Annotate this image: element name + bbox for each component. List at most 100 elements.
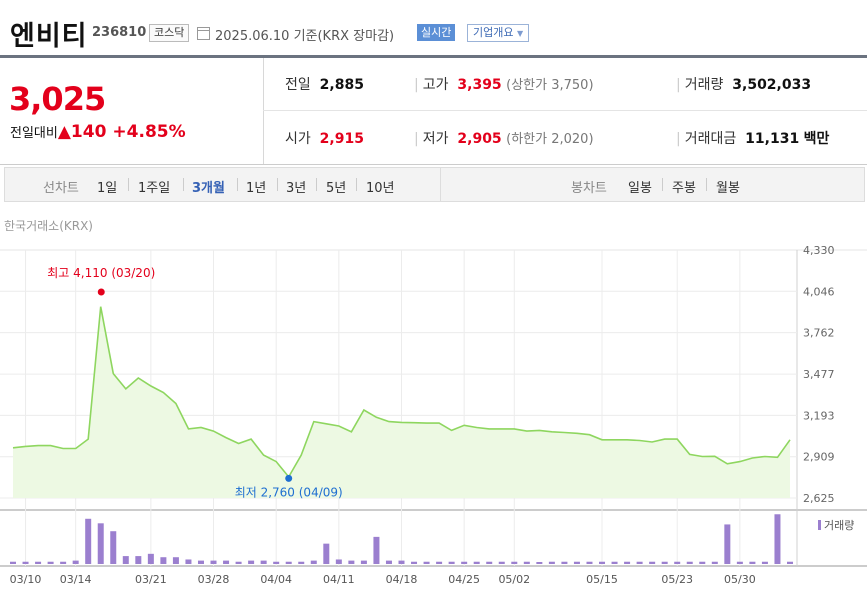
- volume-bar: [774, 514, 781, 564]
- open-value: 2,915: [319, 131, 364, 147]
- volume-bar: [473, 561, 480, 564]
- volume-bar: [360, 560, 367, 564]
- company-info-button[interactable]: 기업개요 ▼: [467, 24, 530, 42]
- x-tick-label: 03/21: [135, 573, 167, 586]
- price-area: [13, 306, 790, 498]
- y-tick-label: 4,046: [803, 285, 835, 298]
- stock-name: 엔비티: [10, 21, 88, 52]
- stock-header: 엔비티 236810 코스닥 2025.06.10 기준(KRX 장마감) 실시…: [0, 0, 867, 55]
- volume-legend-label: 거래량: [824, 519, 854, 532]
- volume: | 거래량 3,502,033: [676, 77, 812, 93]
- volume-bar: [323, 543, 330, 564]
- volume-bar: [122, 556, 129, 564]
- y-tick-label: 3,477: [803, 368, 835, 381]
- volume-bar: [85, 518, 92, 564]
- reference-date: 2025.06.10 기준(KRX 장마감): [215, 29, 395, 44]
- amount-unit: 백만: [803, 131, 830, 147]
- period-5y[interactable]: 5년: [326, 181, 347, 196]
- change-row: 전일대비▲140 +4.85%: [10, 122, 186, 142]
- volume-bar: [97, 523, 104, 564]
- x-tick-label: 04/25: [448, 573, 480, 586]
- volume-bar: [47, 561, 54, 564]
- period-1d[interactable]: 1일: [97, 181, 118, 196]
- volume-bar: [310, 560, 317, 564]
- high-value: 3,395: [457, 77, 502, 93]
- volume-bar: [649, 561, 656, 564]
- period-3m[interactable]: 3개월: [192, 181, 225, 196]
- volume-bar: [210, 560, 217, 564]
- exchange-label: 한국거래소(KRX): [4, 219, 93, 233]
- period-3y[interactable]: 3년: [286, 181, 307, 196]
- volume-bar: [423, 561, 430, 564]
- volume-bar: [599, 561, 606, 564]
- line-chart-label: 선차트: [43, 181, 79, 196]
- calendar-icon: [197, 27, 210, 40]
- open-price: 시가 2,915: [285, 128, 364, 148]
- separator: [128, 178, 129, 191]
- realtime-button[interactable]: 실시간: [417, 24, 456, 41]
- candle-weekly[interactable]: 주봉: [672, 181, 696, 196]
- volume-bar: [22, 561, 29, 564]
- volume-bar: [273, 561, 280, 564]
- volume-bar: [787, 561, 793, 564]
- volume-legend-swatch: [818, 520, 821, 530]
- volume-bar: [561, 561, 568, 564]
- separator: [356, 178, 357, 191]
- volume-bar: [586, 561, 593, 564]
- volume-bar: [60, 561, 67, 564]
- x-tick-label: 03/14: [60, 573, 92, 586]
- company-info-label: 기업개요: [473, 26, 514, 39]
- low-label: 저가: [422, 131, 449, 147]
- volume-bar: [486, 561, 493, 564]
- upper-limit: (상한가 3,750): [506, 78, 594, 93]
- volume-bar: [436, 561, 443, 564]
- volume-bar: [461, 561, 468, 564]
- volume-bar: [511, 561, 518, 564]
- volume-bar: [348, 560, 355, 564]
- amount-value: 11,131: [745, 131, 800, 147]
- y-tick-label: 3,193: [803, 409, 835, 422]
- candle-chart-label: 봉차트: [571, 181, 607, 196]
- volume-bar: [674, 561, 681, 564]
- period-10y[interactable]: 10년: [366, 181, 395, 196]
- trade-amount: | 거래대금 11,131 백만: [676, 131, 830, 147]
- header-divider: [0, 55, 867, 58]
- separator: [316, 178, 317, 191]
- volume-bar: [285, 561, 292, 564]
- volume-bar: [335, 559, 342, 564]
- volume-bar: [385, 560, 392, 564]
- x-tick-label: 05/02: [498, 573, 530, 586]
- x-tick-label: 04/04: [260, 573, 292, 586]
- volume-bar: [699, 561, 706, 564]
- candle-monthly[interactable]: 월봉: [716, 181, 740, 196]
- volume-bar: [536, 562, 543, 564]
- volume-bar: [147, 553, 154, 564]
- volume-bar: [711, 561, 718, 564]
- y-tick-label: 2,625: [803, 492, 835, 505]
- volume-bar: [548, 561, 555, 564]
- candle-daily[interactable]: 일봉: [628, 181, 652, 196]
- period-1y[interactable]: 1년: [246, 181, 267, 196]
- volume-bar: [398, 560, 405, 564]
- change-percent: +4.85%: [112, 122, 186, 142]
- quote-divider: [263, 58, 264, 164]
- volume-bar: [223, 560, 230, 564]
- separator: [277, 178, 278, 191]
- volume-bar: [498, 561, 505, 564]
- prev-close: 전일 2,885: [285, 74, 364, 94]
- high-price: | 고가 3,395 (상한가 3,750): [414, 77, 594, 93]
- volume-bar: [373, 536, 380, 564]
- volume-bar: [260, 560, 267, 564]
- period-1w[interactable]: 1주일: [138, 181, 171, 196]
- amount-label: 거래대금: [684, 131, 737, 147]
- quote-row-divider: [263, 110, 867, 111]
- volume-label: 거래량: [684, 77, 724, 93]
- volume-bar: [573, 561, 580, 564]
- volume-bar: [10, 561, 16, 564]
- market-badge: 코스닥: [149, 24, 190, 42]
- volume-bar: [736, 561, 743, 564]
- x-tick-label: 03/28: [198, 573, 230, 586]
- volume-bar: [411, 561, 418, 564]
- price-line: [12, 306, 791, 479]
